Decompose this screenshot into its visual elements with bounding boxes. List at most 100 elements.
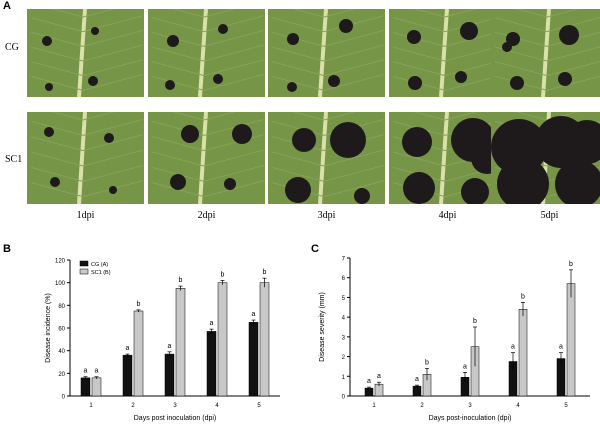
leaf-photo — [389, 9, 506, 97]
lesion-spot — [502, 42, 512, 52]
lesion-spot — [407, 30, 421, 44]
row-label-sc1: SC1 — [5, 154, 23, 165]
leaf-photo-drawing — [27, 9, 144, 97]
bar — [566, 283, 576, 397]
x-tick-label: 4 — [516, 403, 520, 409]
x-tick-label: 2 — [131, 403, 135, 409]
leaf-midrib — [198, 9, 208, 97]
y-tick-label: 7 — [342, 257, 346, 263]
leaf-vein — [82, 149, 144, 167]
bar — [248, 322, 259, 397]
lesion-spot — [559, 25, 579, 45]
bar — [364, 387, 374, 397]
leaf-midrib — [318, 112, 328, 204]
leaf-photo-drawing — [491, 112, 600, 204]
leaf-photo — [491, 112, 600, 204]
leaf-vein — [203, 112, 236, 121]
row-label-cg: CG — [5, 42, 19, 53]
significance-label: a — [210, 320, 214, 327]
significance-label: a — [511, 344, 515, 351]
significance-label: b — [221, 271, 225, 278]
leaf-vein — [271, 166, 325, 182]
leaf-vein — [82, 73, 144, 91]
lesion-spot — [455, 71, 467, 83]
leaf-vein — [82, 44, 144, 62]
leaf-vein — [546, 46, 600, 62]
legend-entry: SC1 (B) — [91, 270, 111, 276]
bar — [175, 288, 186, 397]
time-label-4dpi: 4dpi — [438, 210, 457, 221]
leaf-vein — [151, 61, 205, 77]
leaf-vein — [151, 136, 205, 152]
leaf-vein — [30, 46, 84, 62]
significance-label: a — [126, 345, 130, 352]
leaf-vein — [444, 112, 477, 121]
leaf-vein — [30, 120, 84, 136]
significance-label: a — [367, 378, 371, 385]
leaf-vein — [292, 112, 325, 121]
lesion-spot — [497, 158, 549, 204]
leaf-photo — [268, 112, 385, 204]
time-label-3dpi: 3dpi — [317, 210, 336, 221]
x-tick-label: 4 — [215, 403, 219, 409]
bar — [412, 385, 422, 397]
leaf-vein — [82, 9, 115, 18]
time-label-2dpi: 2dpi — [197, 210, 216, 221]
lesion-spot — [565, 120, 600, 164]
leaf-vein — [515, 112, 548, 121]
lesion-spot — [224, 178, 236, 190]
lesion-spot — [402, 127, 432, 157]
leaf-vein — [323, 73, 385, 91]
bar — [122, 354, 133, 397]
leaf-vein — [203, 59, 265, 77]
leaf-photo-drawing — [389, 112, 506, 204]
leaf-vein — [203, 134, 265, 152]
significance-label: b — [473, 318, 477, 325]
bar — [518, 309, 528, 397]
y-tick-label: 1 — [342, 375, 346, 381]
x-tick-label: 5 — [564, 403, 568, 409]
leaf-vein — [323, 9, 356, 18]
lesion-spot — [408, 76, 422, 90]
leaf-vein — [392, 151, 446, 167]
leaf-vein — [30, 61, 84, 77]
leaf-vein — [82, 118, 144, 136]
y-axis-label: Disease severity (mm) — [319, 292, 326, 362]
x-tick-label: 1 — [89, 403, 93, 409]
bar — [164, 353, 175, 397]
x-axis-label: Days post inoculation (dpi) — [134, 415, 217, 422]
lesion-spot — [50, 177, 60, 187]
lesion-spot — [170, 174, 186, 190]
leaf-vein — [444, 9, 477, 18]
significance-label: a — [84, 368, 88, 375]
lesion-spot — [285, 177, 311, 203]
bar — [133, 310, 144, 397]
y-tick-label: 5 — [342, 296, 346, 302]
leaf-vein — [203, 29, 265, 47]
leaf-vein — [30, 182, 84, 198]
leaf-vein — [30, 151, 84, 167]
y-tick-label: 80 — [58, 304, 65, 310]
time-label-1dpi: 1dpi — [76, 210, 95, 221]
leaf-vein — [30, 166, 84, 182]
bar — [80, 377, 91, 397]
leaf-vein — [323, 112, 356, 121]
leaf-vein — [494, 31, 548, 47]
leaf-vein — [203, 164, 265, 182]
leaf-vein — [392, 46, 446, 62]
leaf-vein — [151, 75, 205, 91]
x-tick-label: 3 — [173, 403, 177, 409]
leaf-vein — [271, 75, 325, 91]
significance-label: a — [95, 368, 99, 375]
lesion-spot — [218, 24, 228, 34]
leaf-vein — [203, 118, 265, 136]
leaf-vein — [392, 61, 446, 77]
lesion-spot — [506, 32, 520, 46]
legend-swatch — [79, 268, 89, 275]
leaf-photo — [27, 112, 144, 204]
leaf-vein — [323, 44, 385, 62]
leaf-vein — [82, 112, 115, 121]
leaf-vein — [203, 180, 265, 198]
y-tick-label: 4 — [342, 316, 346, 322]
